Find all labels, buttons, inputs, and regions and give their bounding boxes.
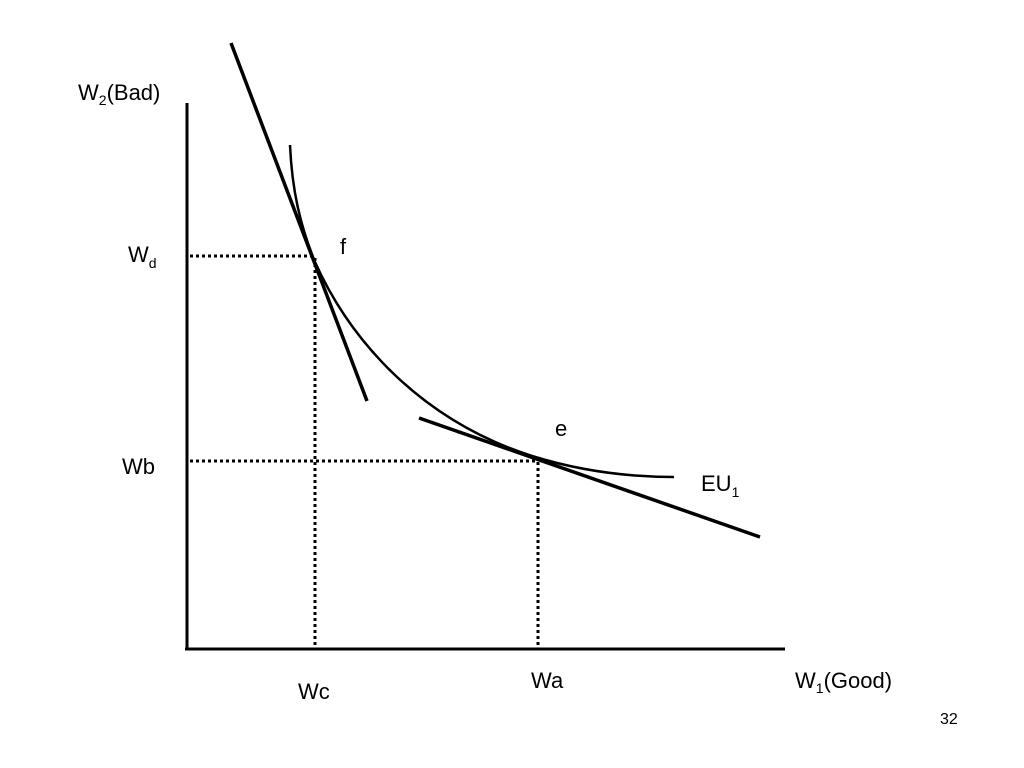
page-number: 32 bbox=[940, 711, 958, 728]
tangent-line-at-f bbox=[229, 42, 369, 402]
wc-label: Wc bbox=[298, 679, 330, 704]
y-axis-label: W2(Bad) bbox=[78, 80, 160, 108]
tangent-line-at-e bbox=[418, 416, 761, 539]
eu1-curve-label: EU1 bbox=[701, 471, 740, 500]
x-axis-label: W1(Good) bbox=[795, 668, 892, 696]
wb-label: Wb bbox=[122, 454, 155, 479]
eu1-indifference-curve bbox=[288, 144, 675, 479]
wd-label: Wd bbox=[128, 242, 157, 271]
point-e-label: e bbox=[555, 416, 567, 441]
point-f-label: f bbox=[340, 234, 347, 259]
wa-label: Wa bbox=[531, 668, 564, 693]
